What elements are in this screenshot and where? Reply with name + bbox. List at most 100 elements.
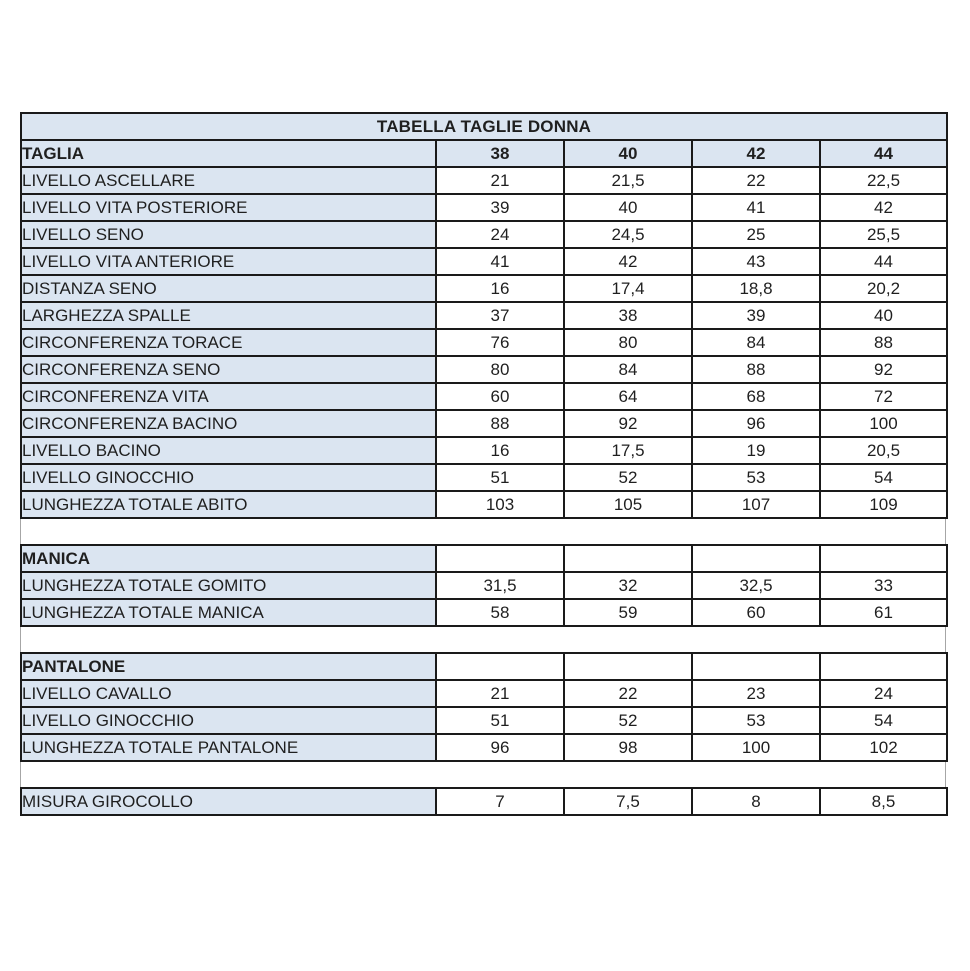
abito-section-rows: LIVELLO ASCELLARE 21 21,5 22 22,5 LIVELLO VIT… bbox=[20, 166, 949, 519]
section-gap bbox=[20, 762, 946, 787]
manica-table: MANICA LUNGHEZZA TOTALE GOMITO 31,5 32 32,5… bbox=[20, 544, 948, 627]
measurement-label: LIVELLO GINOCCHIO bbox=[20, 706, 437, 735]
measurement-value: 52 bbox=[563, 706, 693, 735]
main-measurements-table: TABELLA TAGLIE DONNA TAGLIA 38 40 42 44 LIV… bbox=[19, 112, 949, 519]
measurement-value: 72 bbox=[818, 382, 949, 411]
measurement-label: CIRCONFERENZA BACINO bbox=[20, 409, 437, 438]
measurement-value: 22 bbox=[563, 679, 693, 708]
measurement-label: LARGHEZZA SPALLE bbox=[20, 301, 437, 330]
table-row: LUNGHEZZA TOTALE ABITO 103 105 107 109 bbox=[20, 490, 949, 519]
measurement-value: 21 bbox=[435, 679, 565, 708]
measurement-value: 51 bbox=[435, 463, 565, 492]
table-row: DISTANZA SENO 16 17,4 18,8 20,2 bbox=[20, 274, 949, 303]
manica-section-header: MANICA bbox=[20, 544, 437, 573]
measurement-value: 39 bbox=[691, 301, 821, 330]
measurement-value: 80 bbox=[435, 355, 565, 384]
measurement-label: LUNGHEZZA TOTALE PANTALONE bbox=[20, 733, 437, 762]
measurement-value: 43 bbox=[691, 247, 821, 276]
measurement-value: 37 bbox=[435, 301, 565, 330]
measurement-value: 54 bbox=[819, 706, 948, 735]
measurement-value: 24,5 bbox=[563, 220, 693, 249]
measurement-value: 20,5 bbox=[818, 436, 949, 465]
measurement-value: 107 bbox=[691, 490, 821, 519]
measurement-value: 88 bbox=[691, 355, 821, 384]
measurement-label: LIVELLO BACINO bbox=[20, 436, 437, 465]
manica-header-row: MANICA bbox=[20, 544, 948, 573]
table-row: LUNGHEZZA TOTALE MANICA 58 59 60 61 bbox=[20, 598, 948, 627]
measurement-label: DISTANZA SENO bbox=[20, 274, 437, 303]
measurement-label: LIVELLO VITA ANTERIORE bbox=[20, 247, 437, 276]
measurement-value: 19 bbox=[691, 436, 821, 465]
measurement-value: 59 bbox=[563, 598, 693, 627]
measurement-label: CIRCONFERENZA VITA bbox=[20, 382, 437, 411]
measurement-label: CIRCONFERENZA TORACE bbox=[20, 328, 437, 357]
measurement-label: LIVELLO SENO bbox=[20, 220, 437, 249]
table-row: LARGHEZZA SPALLE 37 38 39 40 bbox=[20, 301, 949, 330]
measurement-value: 96 bbox=[691, 409, 821, 438]
measurement-value: 96 bbox=[435, 733, 565, 762]
measurement-label: LUNGHEZZA TOTALE MANICA bbox=[20, 598, 437, 627]
measurement-label: CIRCONFERENZA SENO bbox=[20, 355, 437, 384]
measurement-value: 103 bbox=[435, 490, 565, 519]
empty-cell bbox=[819, 544, 948, 573]
pantalone-table: PANTALONE LIVELLO CAVALLO 21 22 23 24 LIVELLO… bbox=[20, 652, 948, 762]
pantalone-header-row: PANTALONE bbox=[20, 652, 948, 681]
table-row: LIVELLO VITA ANTERIORE 41 42 43 44 bbox=[20, 247, 949, 276]
measurement-label: LUNGHEZZA TOTALE GOMITO bbox=[20, 571, 437, 600]
taglia-header-label: TAGLIA bbox=[20, 139, 437, 168]
size-chart-sheet: TABELLA TAGLIE DONNA TAGLIA 38 40 42 44 LIV… bbox=[19, 112, 949, 816]
empty-cell bbox=[691, 544, 821, 573]
measurement-value: 88 bbox=[818, 328, 949, 357]
empty-cell bbox=[691, 652, 821, 681]
measurement-value: 38 bbox=[563, 301, 693, 330]
table-row: LUNGHEZZA TOTALE PANTALONE 96 98 100 102 bbox=[20, 733, 948, 762]
measurement-value: 98 bbox=[563, 733, 693, 762]
girocollo-section-rows: MISURA GIROCOLLO 7 7,5 8 8,5 bbox=[20, 787, 948, 816]
measurement-label: LIVELLO GINOCCHIO bbox=[20, 463, 437, 492]
measurement-value: 23 bbox=[691, 679, 821, 708]
pantalone-section-rows: LIVELLO CAVALLO 21 22 23 24 LIVELLO GINOCCHIO… bbox=[20, 679, 948, 762]
table-row: CIRCONFERENZA TORACE 76 80 84 88 bbox=[20, 328, 949, 357]
measurement-value: 105 bbox=[563, 490, 693, 519]
measurement-value: 102 bbox=[819, 733, 948, 762]
measurement-value: 39 bbox=[435, 193, 565, 222]
section-gap bbox=[20, 627, 946, 652]
table-row: LUNGHEZZA TOTALE GOMITO 31,5 32 32,5 33 bbox=[20, 571, 948, 600]
measurement-value: 44 bbox=[818, 247, 949, 276]
table-row: LIVELLO GINOCCHIO 51 52 53 54 bbox=[20, 463, 949, 492]
empty-cell bbox=[563, 652, 693, 681]
size-column-header-40: 40 bbox=[563, 139, 693, 168]
measurement-value: 7 bbox=[435, 787, 565, 816]
measurement-value: 22 bbox=[691, 166, 821, 195]
pantalone-section-header: PANTALONE bbox=[20, 652, 437, 681]
measurement-value: 22,5 bbox=[818, 166, 949, 195]
measurement-value: 7,5 bbox=[563, 787, 693, 816]
table-row: CIRCONFERENZA VITA 60 64 68 72 bbox=[20, 382, 949, 411]
measurement-value: 24 bbox=[435, 220, 565, 249]
measurement-value: 32 bbox=[563, 571, 693, 600]
girocollo-table: MISURA GIROCOLLO 7 7,5 8 8,5 bbox=[20, 787, 948, 816]
measurement-value: 60 bbox=[435, 382, 565, 411]
measurement-value: 25 bbox=[691, 220, 821, 249]
measurement-value: 60 bbox=[691, 598, 821, 627]
measurement-value: 58 bbox=[435, 598, 565, 627]
measurement-value: 41 bbox=[691, 193, 821, 222]
measurement-value: 40 bbox=[818, 301, 949, 330]
measurement-value: 16 bbox=[435, 436, 565, 465]
measurement-value: 61 bbox=[819, 598, 948, 627]
measurement-label: LUNGHEZZA TOTALE ABITO bbox=[20, 490, 437, 519]
measurement-label: LIVELLO CAVALLO bbox=[20, 679, 437, 708]
table-row: LIVELLO ASCELLARE 21 21,5 22 22,5 bbox=[20, 166, 949, 195]
measurement-value: 33 bbox=[819, 571, 948, 600]
measurement-value: 17,5 bbox=[563, 436, 693, 465]
size-column-header-44: 44 bbox=[818, 139, 949, 168]
measurement-value: 92 bbox=[818, 355, 949, 384]
measurement-value: 25,5 bbox=[818, 220, 949, 249]
measurement-value: 32,5 bbox=[691, 571, 821, 600]
measurement-value: 84 bbox=[691, 328, 821, 357]
table-row: LIVELLO GINOCCHIO 51 52 53 54 bbox=[20, 706, 948, 735]
measurement-value: 40 bbox=[563, 193, 693, 222]
measurement-value: 64 bbox=[563, 382, 693, 411]
measurement-value: 109 bbox=[818, 490, 949, 519]
measurement-value: 84 bbox=[563, 355, 693, 384]
